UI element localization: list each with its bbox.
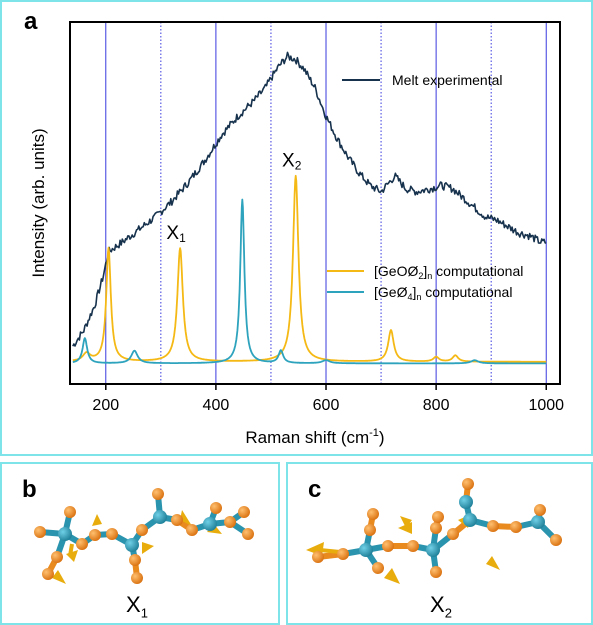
molecule-x2-illustration — [306, 478, 562, 584]
x-tick-label-600: 600 — [313, 397, 340, 414]
molecule-x1-illustration — [34, 488, 254, 584]
series-experimental — [72, 51, 547, 347]
x-tick-label-200: 200 — [92, 397, 119, 414]
panel-c: c — [286, 462, 593, 625]
panel-b-label: b — [22, 476, 37, 503]
plot-frame — [69, 21, 561, 385]
annotation-x2: X2 — [282, 151, 302, 173]
x-tick-label-800: 800 — [423, 397, 450, 414]
tick-layer: 200 400 600 800 1000 — [92, 384, 564, 414]
legend-label-experimental: Melt experimental — [392, 72, 503, 88]
legend-label-geo-o2: [GeOØ2]n computational — [374, 263, 523, 281]
series-layer — [72, 51, 547, 365]
panel-a-label: a — [24, 8, 38, 35]
panel-b: b — [0, 462, 280, 625]
legend: Melt experimental [GeOØ2]n computational… — [327, 72, 523, 302]
series-geo_o2 — [72, 174, 547, 363]
legend-label-geo4: [GeØ4]n computational — [374, 284, 512, 302]
x-axis-label: Raman shift (cm-1) — [245, 427, 384, 447]
raman-chart: 200 400 600 800 1000 Raman shift (cm-1) Inte… — [29, 21, 564, 447]
caption-x1: X1 — [126, 592, 148, 621]
caption-x2: X2 — [430, 592, 452, 621]
panel-a: a 200 400 600 800 1000 Raman shift (cm-1) In… — [0, 0, 593, 456]
x-tick-label-1000: 1000 — [528, 397, 564, 414]
y-axis-label: Intensity (arb. units) — [29, 128, 48, 277]
x-tick-label-400: 400 — [203, 397, 230, 414]
panel-c-label: c — [308, 476, 322, 503]
annotation-x1: X1 — [166, 223, 186, 245]
vline-layer — [105, 22, 547, 384]
series-geo4 — [72, 198, 547, 365]
